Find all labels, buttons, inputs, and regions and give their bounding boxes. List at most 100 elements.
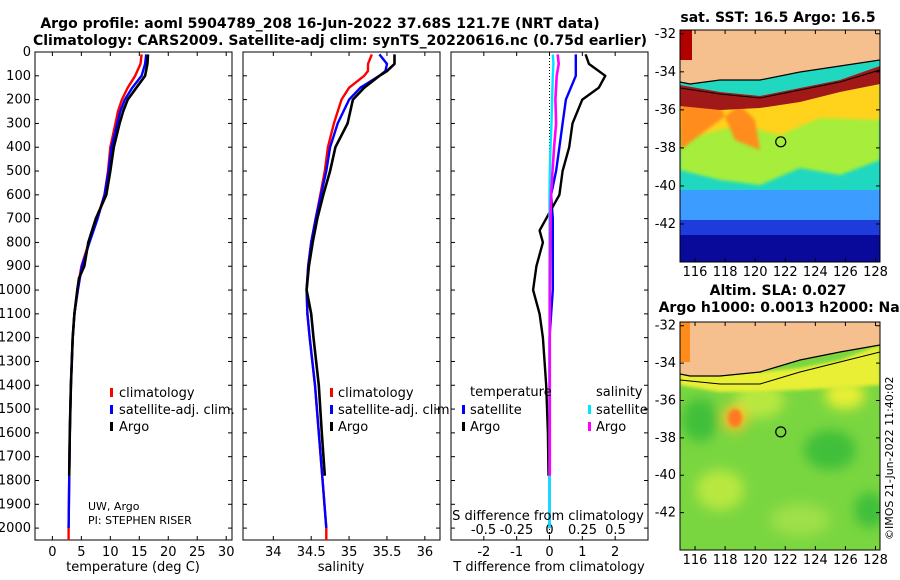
sla-map-title-1: Altim. SLA: 0.027 (710, 283, 847, 299)
legend-swatch-argo (110, 422, 113, 431)
legend-swatch-climatology (110, 388, 113, 397)
sst-southern-band (680, 235, 880, 262)
sst-coastline (680, 59, 880, 85)
legend-swatch-s-satellite (588, 405, 591, 414)
legend-title-temperature: temperature (470, 385, 552, 400)
difference-legend: temperature salinity satellite Argo sate… (462, 385, 648, 435)
depth-tick-label: 800 (6, 235, 31, 250)
sst-coastal-warm (680, 66, 880, 110)
float-position-marker (775, 136, 787, 148)
depth-tick-label: 1400 (0, 378, 31, 393)
depth-tick-label: 1300 (0, 354, 31, 369)
timestamp-label: ©IMOS 21-Jun-2022 11:40:02 (883, 376, 896, 540)
legend-swatch-satellite (330, 405, 333, 414)
legend-swatch-t-satellite (462, 405, 465, 414)
legend-swatch-t-argo (462, 422, 465, 431)
depth-tick-label: 1800 (0, 473, 31, 488)
lon-tick-label: 120 (743, 553, 768, 568)
x-tick-label: 0 (48, 545, 56, 560)
x-tick-label: -2 (477, 545, 490, 560)
sst-map-title: sat. SST: 16.5 Argo: 16.5 (680, 10, 875, 26)
x-tick-label: 35 (341, 545, 358, 560)
lon-tick-label: 116 (683, 265, 708, 280)
x-tick-label: 30 (218, 545, 235, 560)
lon-tick-label: 122 (773, 265, 798, 280)
depth-tick-label: 1700 (0, 450, 31, 465)
x-tick-label: 2 (611, 545, 619, 560)
legend-swatch-satellite (110, 405, 113, 414)
lat-tick-label: -34 (655, 65, 676, 80)
lat-tick-label: -32 (655, 319, 676, 334)
lat-tick-label: -40 (655, 179, 676, 194)
salinity-legend: climatology satellite-adj. clim. Argo (330, 386, 454, 435)
legend-label-t-satellite: satellite (470, 403, 522, 418)
title-line-2: Climatology: CARS2009. Satellite-adj cli… (33, 33, 647, 49)
sla-land (680, 322, 880, 376)
sst-land (680, 30, 880, 84)
legend-label-climatology: climatology (338, 386, 414, 401)
sla-positive-anomaly (728, 409, 742, 427)
legend-label-argo: Argo (119, 420, 149, 435)
depth-tick-label: 400 (6, 140, 31, 155)
s-tick-label: -0.25 (500, 523, 534, 538)
sla-map-frame (679, 321, 881, 551)
lat-tick-label: -32 (655, 27, 676, 42)
legend-label-climatology: climatology (119, 386, 195, 401)
depth-tick-label: 1500 (0, 402, 31, 417)
temperature-panel: 0100200300400500600700800900100011001200… (0, 45, 235, 575)
x-tick-label: 0 (545, 545, 553, 560)
s-tick-label: 0.25 (568, 523, 597, 538)
salinity-xlabel: salinity (318, 560, 365, 575)
lat-tick-label: -36 (655, 393, 676, 408)
sla-map-image (680, 322, 880, 550)
series-line-argo (305, 54, 396, 476)
lat-tick-label: -40 (655, 468, 676, 483)
sla-land-edge (680, 322, 690, 362)
depth-tick-label: 700 (6, 212, 31, 227)
salinity-lines (305, 53, 396, 540)
difference-lines (531, 54, 607, 529)
lon-tick-label: 126 (833, 553, 858, 568)
sla-map-ticks: 116 118 120 122 124 126 128 -32 -34 -36 -38 -40 -42 (655, 319, 888, 568)
sst-map-image (680, 30, 880, 262)
depth-tick-label: 300 (6, 116, 31, 131)
temperature-xlabel: temperature (deg C) (66, 560, 200, 575)
depth-tick-label: 100 (6, 69, 31, 84)
title-line-1: Argo profile: aoml 5904789_208 16-Jun-20… (40, 16, 599, 32)
depth-tick-label: 0 (23, 45, 31, 60)
sla-map-panel: Altim. SLA: 0.027 Argo h1000: 0.0013 h20… (655, 283, 900, 568)
salinity-panel: 34 34.5 35 35.5 36 salinity climatology sate… (242, 51, 454, 575)
s-difference-ticks: -0.5 -0.25 0 0.25 0.5 (471, 523, 626, 538)
temperature-lines (67, 54, 150, 540)
difference-panel: -2 -1 0 1 2 -0.5 -0.25 0 0.25 0.5 S difference f… (450, 51, 649, 575)
series-line-s-argo (548, 54, 561, 476)
legend-label-satellite: satellite-adj. clim. (119, 403, 235, 418)
sla-map-title-2: Argo h1000: 0.0013 h2000: NaN (659, 300, 900, 316)
lon-tick-label: 122 (773, 553, 798, 568)
x-tick-label: 36 (417, 545, 434, 560)
depth-tick-label: 900 (6, 259, 31, 274)
salinity-axes-frame (242, 51, 441, 541)
series-line-argo (67, 54, 150, 476)
temperature-legend: climatology satellite-adj. clim. Argo (110, 386, 235, 435)
depth-tick-label: 1000 (0, 283, 31, 298)
legend-title-salinity: salinity (596, 385, 643, 400)
legend-label-argo: Argo (338, 420, 368, 435)
sst-map-frame (679, 29, 881, 263)
lat-tick-label: -38 (655, 431, 676, 446)
s-tick-label: -0.5 (471, 523, 496, 538)
x-tick-label: 35.5 (372, 545, 401, 560)
depth-tick-label: 600 (6, 188, 31, 203)
lon-tick-label: 128 (863, 553, 888, 568)
t-difference-xlabel: T difference from climatology (452, 560, 645, 575)
x-tick-label: 34 (265, 545, 282, 560)
series-line-t-argo (531, 54, 607, 476)
sst-leeuwin-current (680, 100, 760, 150)
legend-swatch-climatology (330, 388, 333, 397)
lon-tick-label: 118 (713, 553, 738, 568)
depth-tick-label: 2000 (0, 521, 31, 536)
sst-isobath (680, 69, 880, 99)
sla-shelf-band (680, 345, 880, 392)
sst-land-edge (680, 30, 692, 60)
sla-coastline (680, 344, 880, 377)
